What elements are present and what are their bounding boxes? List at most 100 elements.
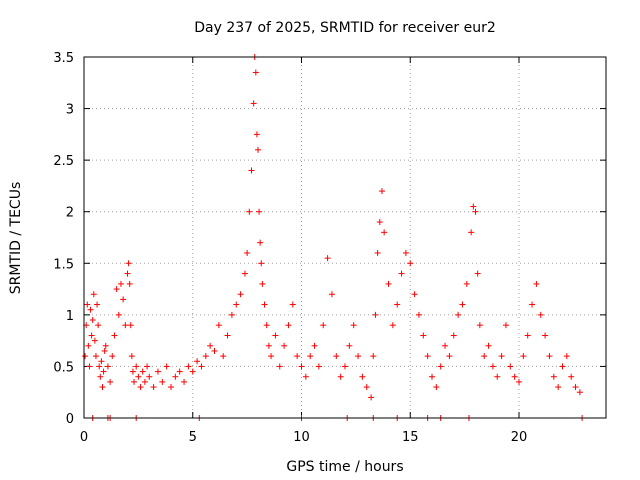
- data-point: [333, 353, 340, 360]
- x-tick-label: 0: [80, 430, 88, 445]
- data-point: [389, 322, 396, 329]
- data-point: [420, 332, 427, 339]
- data-point: [370, 353, 377, 360]
- data-point: [107, 378, 114, 385]
- data-point: [450, 332, 457, 339]
- data-point: [257, 239, 264, 246]
- y-tick-label: 3.5: [53, 51, 74, 66]
- data-point: [272, 332, 279, 339]
- data-point: [489, 363, 496, 370]
- data-point: [411, 291, 418, 298]
- data-point: [256, 208, 263, 215]
- y-tick-label: 0.5: [53, 360, 74, 375]
- data-point: [294, 353, 301, 360]
- data-point: [120, 296, 127, 303]
- data-point: [511, 373, 518, 380]
- data-point: [259, 280, 266, 287]
- data-point: [159, 378, 166, 385]
- data-point: [248, 167, 255, 174]
- data-point: [520, 353, 527, 360]
- data-point: [459, 301, 466, 308]
- data-point: [202, 353, 209, 360]
- data-points: [82, 54, 586, 421]
- data-point: [437, 363, 444, 370]
- data-point: [315, 363, 322, 370]
- data-point: [415, 311, 422, 318]
- data-point: [133, 363, 140, 370]
- data-point: [424, 353, 431, 360]
- data-point: [241, 270, 248, 277]
- data-point: [455, 311, 462, 318]
- data-point: [92, 353, 99, 360]
- data-point: [87, 306, 94, 313]
- data-point: [350, 322, 357, 329]
- data-point: [468, 229, 475, 236]
- data-point: [144, 363, 151, 370]
- data-point: [298, 363, 305, 370]
- data-point: [91, 337, 98, 344]
- data-point: [141, 378, 148, 385]
- data-point: [402, 249, 409, 256]
- data-point: [320, 322, 327, 329]
- data-point: [228, 311, 235, 318]
- data-point: [117, 280, 124, 287]
- data-point: [559, 363, 566, 370]
- data-point: [502, 322, 509, 329]
- data-point: [139, 368, 146, 375]
- data-point: [472, 208, 479, 215]
- data-point: [524, 332, 531, 339]
- data-point: [550, 373, 557, 380]
- data-point: [246, 208, 253, 215]
- data-point: [168, 384, 174, 391]
- data-point: [474, 270, 481, 277]
- x-tick-label: 20: [511, 430, 528, 445]
- data-point: [378, 188, 385, 195]
- data-point: [250, 100, 257, 107]
- data-point: [84, 301, 91, 308]
- data-point: [252, 69, 259, 76]
- data-point: [98, 358, 105, 365]
- data-point: [263, 322, 270, 329]
- data-point: [215, 322, 222, 329]
- data-point: [261, 301, 268, 308]
- data-point: [265, 342, 272, 349]
- data-point: [86, 363, 93, 370]
- data-point: [546, 353, 553, 360]
- data-point: [135, 373, 142, 380]
- data-point: [507, 363, 514, 370]
- data-point: [100, 368, 107, 375]
- data-point: [253, 131, 260, 138]
- data-point: [494, 373, 501, 380]
- data-point: [96, 363, 103, 370]
- data-point: [381, 229, 388, 236]
- data-point: [255, 146, 261, 153]
- data-point: [126, 280, 133, 287]
- data-point: [328, 291, 335, 298]
- y-axis-title: SRMTID / TECUs: [8, 182, 24, 295]
- data-point: [324, 255, 331, 262]
- data-point: [104, 363, 111, 370]
- data-point: [128, 353, 135, 360]
- x-tick-label: 10: [293, 430, 310, 445]
- data-point: [476, 322, 483, 329]
- data-point: [433, 384, 440, 391]
- data-point: [533, 280, 540, 287]
- data-point: [82, 353, 89, 360]
- data-point: [154, 368, 161, 375]
- data-point: [372, 311, 379, 318]
- chart-title: Day 237 of 2025, SRMTID for receiver eur…: [194, 20, 496, 36]
- data-point: [198, 363, 205, 370]
- data-point: [233, 301, 240, 308]
- y-tick-label: 1: [66, 309, 74, 324]
- data-point: [109, 353, 116, 360]
- data-point: [289, 301, 296, 308]
- data-point: [363, 384, 370, 391]
- y-tick-label: 0: [66, 412, 74, 427]
- data-point: [124, 270, 131, 277]
- data-point: [258, 260, 265, 267]
- data-point: [150, 384, 157, 391]
- data-point: [244, 249, 251, 256]
- data-point: [407, 260, 414, 267]
- data-point: [101, 347, 108, 354]
